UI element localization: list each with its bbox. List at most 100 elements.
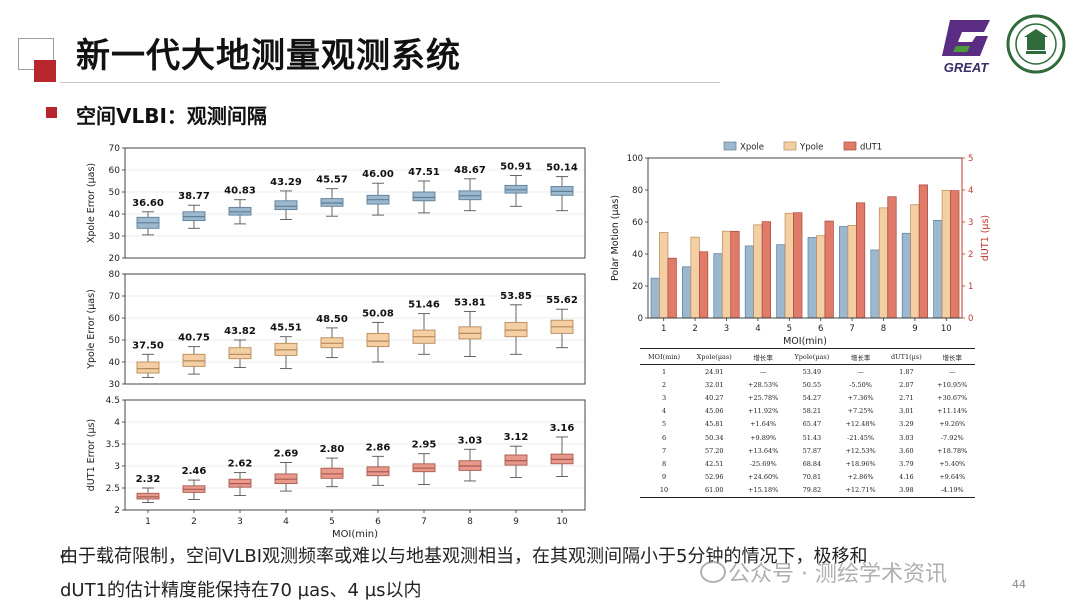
table-cell: +15.18% <box>740 483 786 498</box>
value-label: 51.46 <box>408 300 440 311</box>
value-label: 2.95 <box>412 440 437 451</box>
y-tick-label: 60 <box>109 314 121 324</box>
y-axis-label: Xpole Error (µas) <box>86 163 97 243</box>
box-plot-panel: 20 30 40 50 60 70 Xpole Error (µas) 36.60 38.77 4… <box>86 144 586 540</box>
bar-ypole-moi-2 <box>690 236 700 319</box>
value-label: 50.14 <box>546 163 578 174</box>
box-subplot-1: 20 30 40 50 60 70 Xpole Error (µas) 36.60 38.77 4… <box>86 144 586 264</box>
bar-dut1-moi-6 <box>824 220 834 319</box>
x-tick-label: 8 <box>467 517 473 527</box>
y-axis-right-label: dUT1 (µs) <box>980 215 991 261</box>
x-axis-label: MOI(min) <box>783 336 827 347</box>
x-tick-label: 5 <box>787 324 792 334</box>
section-bullet-icon <box>46 107 57 118</box>
table-row: 10 61.00 +15.18% 79.82 +12.71% 3.98 -4.19% <box>640 483 975 498</box>
x-tick-label: 10 <box>556 517 568 527</box>
bar-ypole-moi-10 <box>941 189 951 319</box>
table-cell: 79.82 <box>785 483 838 498</box>
table-cell: +9.64% <box>939 473 966 482</box>
y-left-tick-label: 0 <box>638 314 643 324</box>
value-label: 53.81 <box>454 297 486 308</box>
value-label: 2.62 <box>228 459 253 470</box>
value-label: 36.60 <box>132 198 164 209</box>
table-cell: 10 <box>640 483 689 498</box>
value-label: 46.00 <box>362 169 394 180</box>
x-tick-label: 1 <box>145 517 151 527</box>
table-cell: 3 <box>661 393 667 402</box>
section-title: 空间VLBI：观测间隔 <box>76 104 267 128</box>
table-cell: +5.40% <box>939 459 966 468</box>
y-tick-label: 4 <box>114 418 120 428</box>
bar-dut1-moi-9 <box>918 184 928 319</box>
y-tick-label: 4.5 <box>106 396 120 406</box>
y-tick-label: 2.5 <box>106 484 120 494</box>
box-subplot-3: 2 2.5 3 3.5 4 4.5 dUT1 Error (µs) 2.32 1 2.46 2 2.6… <box>86 396 586 540</box>
legend-label-dut1: dUT1 <box>860 143 882 153</box>
table-cell: 8 <box>661 459 667 468</box>
bar-dut1-moi-2 <box>698 251 709 319</box>
table-cell: 70.81 <box>802 473 822 482</box>
value-label: 55.62 <box>546 295 578 306</box>
x-tick-label: 4 <box>283 517 289 527</box>
bar-xpole-moi-9 <box>901 232 912 319</box>
table-cell: — <box>759 367 767 376</box>
y-tick-label: 3 <box>114 462 120 472</box>
x-tick-label: 1 <box>661 324 666 334</box>
table-cell: 4 <box>661 407 667 416</box>
table-cell: -4.19% <box>929 483 975 498</box>
y-left-tick-label: 60 <box>632 218 643 228</box>
value-label: 3.12 <box>504 432 529 443</box>
bar-xpole-moi-10 <box>933 220 943 319</box>
table-cell: 4.16 <box>899 473 914 482</box>
value-label: 53.85 <box>500 291 532 302</box>
y-left-tick-label: 100 <box>627 154 643 164</box>
table-cell: +28.53% <box>748 380 779 389</box>
table-cell: 1 <box>661 367 667 376</box>
legend-swatch-ypole <box>783 141 797 151</box>
y-right-tick-label: 1 <box>968 282 973 292</box>
table-cell: — <box>948 367 956 376</box>
bar-ypole-moi-9 <box>910 204 920 319</box>
value-label: 3.16 <box>550 423 575 434</box>
table-cell: 65.47 <box>802 420 822 429</box>
table-cell: +9.89% <box>750 433 777 442</box>
table-cell: +12.71% <box>837 483 884 498</box>
x-tick-label: 2 <box>692 324 697 334</box>
bar-ypole-moi-8 <box>878 207 889 319</box>
value-label: 50.91 <box>500 162 532 173</box>
table-header-cell: 增长率 <box>837 348 884 365</box>
box-moi-5 <box>320 467 344 479</box>
table-cell: +18.96% <box>845 459 876 468</box>
box-moi-6 <box>366 332 390 348</box>
table-cell: 42.51 <box>704 459 724 468</box>
table-header-row: MOI(min) Xpole(µas) 增长率 Ypole(µas) 增长率 dUT1(µ… <box>640 348 975 365</box>
x-tick-label: 7 <box>421 517 427 527</box>
table-cell: +10.95% <box>937 380 968 389</box>
bar-dut1-moi-1 <box>667 257 677 319</box>
bar-xpole-moi-6 <box>807 237 817 319</box>
x-tick-label: 4 <box>755 324 760 334</box>
table-row: 8 42.51 -25.69% 68.84 +18.96% 3.79 +5.40% <box>640 457 975 470</box>
table-cell: +1.64% <box>750 420 777 429</box>
table-cell: 2.07 <box>899 380 914 389</box>
table-cell: +24.60% <box>748 473 779 482</box>
chart-legend: Xpole Ypole dUT1 <box>723 141 882 153</box>
x-tick-label: 8 <box>881 324 886 334</box>
y-tick-label: 30 <box>109 380 121 390</box>
x-tick-label: 10 <box>941 324 952 334</box>
x-tick-label: 3 <box>237 517 243 527</box>
table-cell: +7.25% <box>847 407 874 416</box>
conclusion-line-2: dUT1的估计精度能保持在70 µas、4 µs以内 <box>60 580 422 601</box>
value-label: 48.50 <box>316 314 348 325</box>
y-tick-label: 50 <box>109 188 121 198</box>
bar-ypole-moi-3 <box>721 230 732 319</box>
bar-xpole-moi-5 <box>776 244 786 319</box>
statistics-table: MOI(min) Xpole(µas) 增长率 Ypole(µas) 增长率 dUT1(µ… <box>640 348 975 498</box>
table-row: 2 32.01 +28.53% 50.55 -5.50% 2.07 +10.95% <box>640 378 975 391</box>
value-label: 2.46 <box>182 466 207 477</box>
x-tick-label: 6 <box>818 324 823 334</box>
bar-ypole-moi-7 <box>847 225 857 319</box>
y-left-tick-label: 20 <box>632 282 643 292</box>
legend-label-xpole: Xpole <box>740 143 764 153</box>
table-cell: 3.79 <box>899 459 914 468</box>
